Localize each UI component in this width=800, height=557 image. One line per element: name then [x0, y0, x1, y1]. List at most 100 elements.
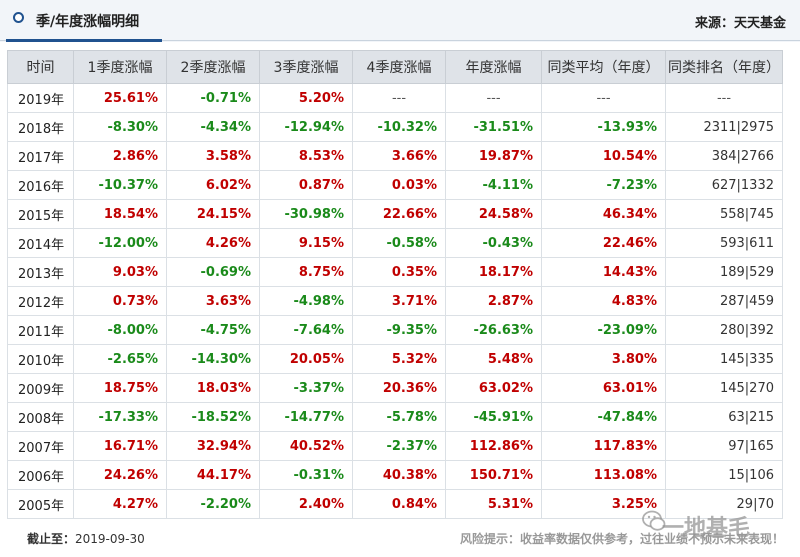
- data-source: 来源：天天基金: [694, 16, 786, 31]
- return-cell: -0.31%: [259, 460, 353, 490]
- return-cell: 5.20%: [259, 83, 353, 113]
- return-cell: 0.03%: [352, 170, 446, 200]
- return-cell: 63.02%: [445, 373, 542, 403]
- title-underline: [6, 39, 162, 42]
- return-cell: -17.33%: [73, 402, 167, 432]
- return-cell: 117.83%: [541, 431, 666, 461]
- table-row: 2009年 18.75% 18.03% -3.37% 20.36% 63.02% 63.01…: [7, 373, 783, 403]
- return-cell: 0.73%: [73, 286, 167, 316]
- return-cell: 6.02%: [166, 170, 260, 200]
- return-cell: 24.15%: [166, 199, 260, 229]
- return-cell: 10.54%: [541, 141, 666, 171]
- return-cell: 18.75%: [73, 373, 167, 403]
- return-cell: 112.86%: [445, 431, 542, 461]
- return-cell: 18.03%: [166, 373, 260, 403]
- return-cell: -45.91%: [445, 402, 542, 432]
- wechat-logo-icon: [642, 510, 666, 531]
- year-cell: 2012年: [7, 286, 74, 316]
- return-cell: 46.34%: [541, 199, 666, 229]
- return-cell: -3.37%: [259, 373, 353, 403]
- return-cell: 40.52%: [259, 431, 353, 461]
- return-cell: 18.17%: [445, 257, 542, 287]
- return-cell: 20.05%: [259, 344, 353, 374]
- table-row: 2018年 -8.30% -4.34% -12.94% -10.32% -31.51% -1…: [7, 112, 783, 142]
- rank-cell: 145|335: [665, 344, 783, 374]
- return-cell: -31.51%: [445, 112, 542, 142]
- column-header: 4季度涨幅: [352, 50, 446, 84]
- return-cell: 44.17%: [166, 460, 260, 490]
- return-cell: 3.71%: [352, 286, 446, 316]
- return-cell: 0.84%: [352, 489, 446, 519]
- rank-cell: 593|611: [665, 228, 783, 258]
- returns-table: 时间 1季度涨幅 2季度涨幅 3季度涨幅 4季度涨幅 年度涨幅 同类平均（年度） 同类排名（年…: [7, 50, 783, 519]
- cutoff-date-label: 截止至：: [27, 532, 76, 546]
- rank-cell: 15|106: [665, 460, 783, 490]
- return-cell: -2.65%: [73, 344, 167, 374]
- return-cell: -10.37%: [73, 170, 167, 200]
- return-cell: 3.80%: [541, 344, 666, 374]
- table-row: 2006年 24.26% 44.17% -0.31% 40.38% 150.71% 113.…: [7, 460, 783, 490]
- return-cell: -14.30%: [166, 344, 260, 374]
- return-cell: 8.53%: [259, 141, 353, 171]
- return-cell: 3.66%: [352, 141, 446, 171]
- return-cell: -10.32%: [352, 112, 446, 142]
- return-cell: 3.58%: [166, 141, 260, 171]
- return-cell: 14.43%: [541, 257, 666, 287]
- return-cell: 2.86%: [73, 141, 167, 171]
- rank-cell: 287|459: [665, 286, 783, 316]
- year-cell: 2014年: [7, 228, 74, 258]
- return-cell: 5.48%: [445, 344, 542, 374]
- return-cell: -4.98%: [259, 286, 353, 316]
- column-header: 同类平均（年度）: [541, 50, 666, 84]
- return-cell: -12.00%: [73, 228, 167, 258]
- return-cell: 5.32%: [352, 344, 446, 374]
- return-cell: 3.63%: [166, 286, 260, 316]
- table-body: 2019年 25.61% -0.71% 5.20% --- --- --- --- 2018年 -…: [7, 83, 783, 519]
- header-divider: [0, 40, 800, 41]
- return-cell: 2.87%: [445, 286, 542, 316]
- return-cell: -2.20%: [166, 489, 260, 519]
- return-cell: 4.27%: [73, 489, 167, 519]
- year-cell: 2015年: [7, 199, 74, 229]
- rank-cell: 145|270: [665, 373, 783, 403]
- rank-cell: 29|70: [665, 489, 783, 519]
- return-cell: -8.30%: [73, 112, 167, 142]
- year-cell: 2006年: [7, 460, 74, 490]
- year-cell: 2017年: [7, 141, 74, 171]
- return-cell: 24.58%: [445, 199, 542, 229]
- return-cell: 5.31%: [445, 489, 542, 519]
- table-row: 2013年 9.03% -0.69% 8.75% 0.35% 18.17% 14.43% 18…: [7, 257, 783, 287]
- return-cell: 9.15%: [259, 228, 353, 258]
- table-row: 2019年 25.61% -0.71% 5.20% --- --- --- ---: [7, 83, 783, 113]
- return-cell: -0.43%: [445, 228, 542, 258]
- return-cell: 22.66%: [352, 199, 446, 229]
- table-header-row: 时间 1季度涨幅 2季度涨幅 3季度涨幅 4季度涨幅 年度涨幅 同类平均（年度） 同类排名（年…: [7, 50, 783, 84]
- year-cell: 2018年: [7, 112, 74, 142]
- return-cell: 0.87%: [259, 170, 353, 200]
- table-row: 2012年 0.73% 3.63% -4.98% 3.71% 2.87% 4.83% 287|…: [7, 286, 783, 316]
- return-cell: -13.93%: [541, 112, 666, 142]
- return-cell: ---: [541, 83, 666, 113]
- return-cell: -0.58%: [352, 228, 446, 258]
- return-cell: 40.38%: [352, 460, 446, 490]
- year-cell: 2010年: [7, 344, 74, 374]
- return-cell: -12.94%: [259, 112, 353, 142]
- return-cell: 113.08%: [541, 460, 666, 490]
- table-row: 2008年 -17.33% -18.52% -14.77% -5.78% -45.91% -…: [7, 402, 783, 432]
- return-cell: 4.26%: [166, 228, 260, 258]
- return-cell: -2.37%: [352, 431, 446, 461]
- year-cell: 2016年: [7, 170, 74, 200]
- table-row: 2010年 -2.65% -14.30% 20.05% 5.32% 5.48% 3.80% 1…: [7, 344, 783, 374]
- return-cell: 150.71%: [445, 460, 542, 490]
- rank-cell: 63|215: [665, 402, 783, 432]
- cutoff-date: 截止至：2019-09-30: [27, 530, 145, 547]
- return-cell: 18.54%: [73, 199, 167, 229]
- return-cell: 20.36%: [352, 373, 446, 403]
- table-row: 2017年 2.86% 3.58% 8.53% 3.66% 19.87% 10.54% 384…: [7, 141, 783, 171]
- return-cell: -26.63%: [445, 315, 542, 345]
- section-header: 季/年度涨幅明细 来源：天天基金: [0, 0, 800, 42]
- year-cell: 2019年: [7, 83, 74, 113]
- column-header: 年度涨幅: [445, 50, 542, 84]
- rank-cell: 280|392: [665, 315, 783, 345]
- return-cell: -9.35%: [352, 315, 446, 345]
